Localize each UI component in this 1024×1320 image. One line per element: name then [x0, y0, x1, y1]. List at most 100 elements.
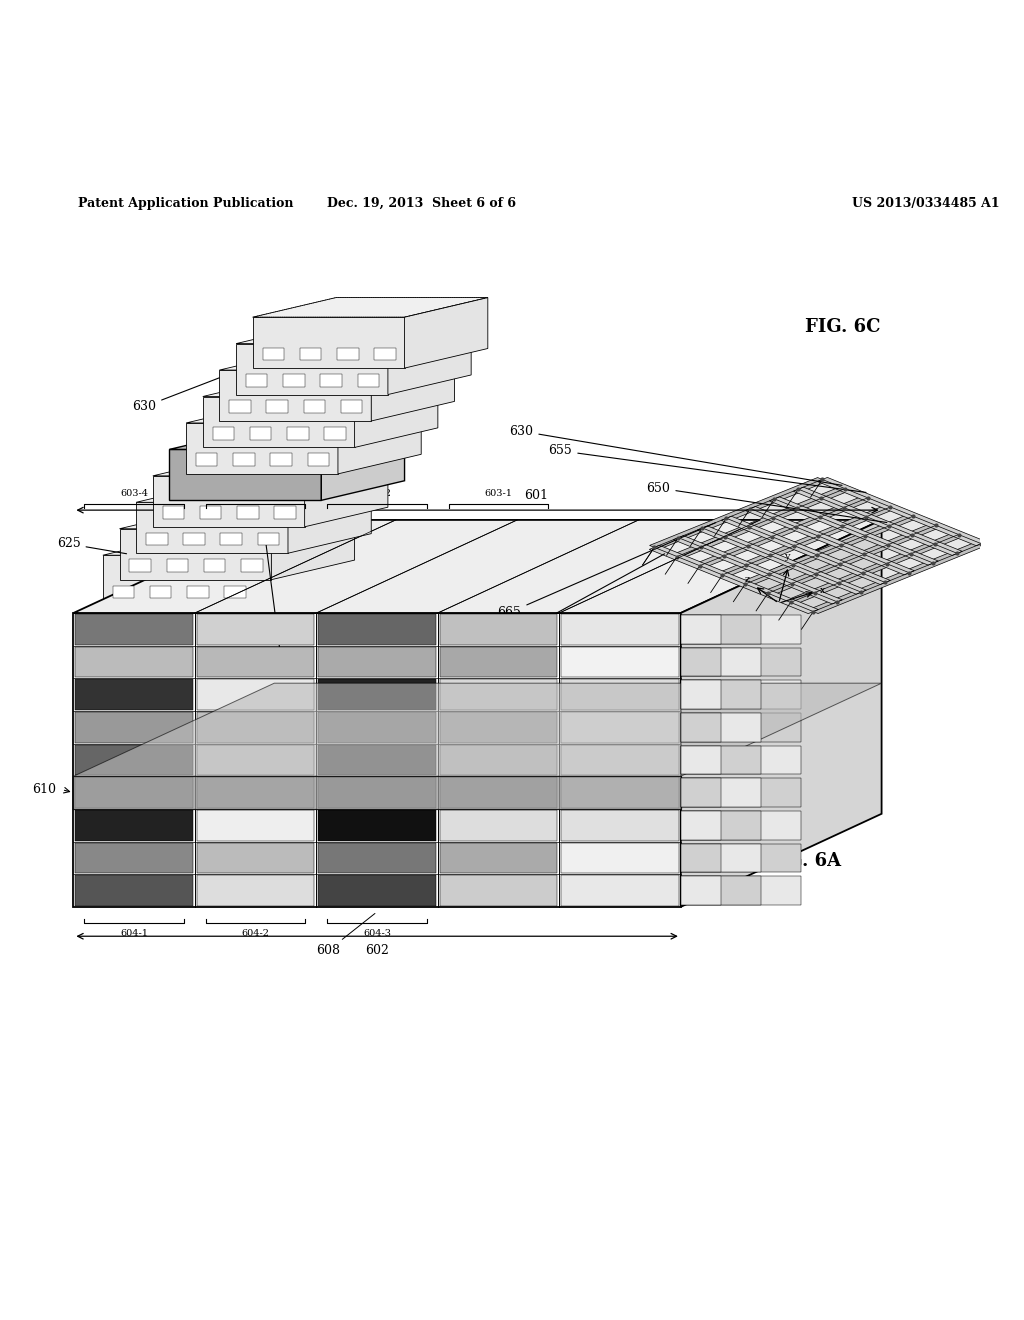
Polygon shape	[440, 711, 557, 743]
Text: 603-1: 603-1	[484, 490, 513, 499]
Polygon shape	[288, 483, 372, 553]
Polygon shape	[318, 810, 436, 841]
Polygon shape	[129, 560, 151, 572]
Text: y: y	[783, 552, 790, 561]
Polygon shape	[258, 533, 280, 545]
Polygon shape	[372, 351, 455, 421]
Polygon shape	[681, 713, 721, 742]
Polygon shape	[183, 533, 205, 545]
Polygon shape	[203, 378, 438, 396]
Polygon shape	[388, 323, 471, 395]
Polygon shape	[697, 525, 866, 594]
Text: 603-3: 603-3	[242, 490, 269, 499]
Polygon shape	[681, 779, 721, 807]
Text: 625: 625	[56, 537, 127, 554]
Polygon shape	[229, 400, 251, 413]
Polygon shape	[246, 374, 267, 387]
Text: 670: 670	[498, 554, 665, 645]
Polygon shape	[561, 842, 679, 874]
Polygon shape	[187, 586, 209, 598]
Polygon shape	[304, 457, 388, 527]
Polygon shape	[307, 453, 329, 466]
Polygon shape	[318, 647, 436, 677]
Polygon shape	[338, 404, 421, 474]
Polygon shape	[76, 842, 193, 874]
Polygon shape	[404, 297, 487, 368]
Polygon shape	[440, 647, 557, 677]
Text: FIG. 6B: FIG. 6B	[300, 318, 376, 337]
Polygon shape	[74, 776, 681, 809]
Polygon shape	[440, 842, 557, 874]
Polygon shape	[681, 843, 761, 873]
Polygon shape	[681, 648, 761, 676]
Polygon shape	[237, 506, 259, 519]
Polygon shape	[718, 506, 895, 577]
Polygon shape	[136, 503, 288, 553]
Polygon shape	[224, 586, 246, 598]
Polygon shape	[440, 680, 557, 710]
Polygon shape	[745, 507, 914, 574]
Polygon shape	[561, 875, 679, 906]
Polygon shape	[76, 647, 193, 677]
Polygon shape	[76, 680, 193, 710]
Polygon shape	[74, 520, 882, 612]
Polygon shape	[120, 510, 354, 529]
Polygon shape	[169, 430, 404, 449]
Polygon shape	[817, 478, 986, 545]
Text: FIG. 6C: FIG. 6C	[805, 318, 881, 337]
Text: 610: 610	[33, 783, 56, 796]
Polygon shape	[197, 711, 314, 743]
Polygon shape	[76, 744, 193, 775]
Polygon shape	[325, 426, 346, 440]
Polygon shape	[197, 647, 314, 677]
Polygon shape	[76, 711, 193, 743]
Polygon shape	[150, 586, 171, 598]
Polygon shape	[321, 374, 342, 387]
Polygon shape	[318, 842, 436, 874]
Polygon shape	[300, 347, 322, 360]
Polygon shape	[197, 680, 314, 710]
Text: 655: 655	[549, 445, 866, 492]
Polygon shape	[304, 400, 326, 413]
Polygon shape	[318, 614, 436, 644]
Polygon shape	[681, 876, 801, 906]
Polygon shape	[695, 496, 872, 568]
Polygon shape	[440, 875, 557, 906]
Polygon shape	[681, 779, 801, 807]
Polygon shape	[681, 876, 721, 906]
Text: 603-2: 603-2	[364, 490, 391, 499]
Polygon shape	[561, 777, 679, 808]
Text: 604-1: 604-1	[120, 929, 148, 939]
Polygon shape	[197, 810, 314, 841]
Polygon shape	[341, 400, 362, 413]
Polygon shape	[561, 711, 679, 743]
Text: 602: 602	[366, 944, 389, 957]
Polygon shape	[681, 746, 761, 775]
Polygon shape	[681, 680, 721, 709]
Polygon shape	[440, 810, 557, 841]
Polygon shape	[76, 614, 193, 644]
Polygon shape	[681, 520, 882, 907]
Polygon shape	[219, 351, 455, 370]
Polygon shape	[253, 317, 404, 368]
Polygon shape	[197, 744, 314, 775]
Polygon shape	[255, 536, 338, 606]
Text: 650: 650	[646, 482, 887, 523]
Polygon shape	[274, 506, 296, 519]
Text: 630: 630	[509, 425, 842, 486]
Text: 604-2: 604-2	[242, 929, 269, 939]
Polygon shape	[681, 615, 721, 644]
Polygon shape	[167, 560, 188, 572]
Polygon shape	[76, 777, 193, 808]
Text: x: x	[820, 586, 825, 595]
Polygon shape	[262, 347, 284, 360]
Polygon shape	[809, 541, 986, 614]
Polygon shape	[681, 810, 721, 840]
Polygon shape	[649, 478, 827, 549]
Polygon shape	[197, 777, 314, 808]
Polygon shape	[681, 648, 721, 676]
Polygon shape	[76, 810, 193, 841]
Text: 665: 665	[498, 523, 716, 619]
Polygon shape	[649, 545, 818, 614]
Polygon shape	[440, 777, 557, 808]
